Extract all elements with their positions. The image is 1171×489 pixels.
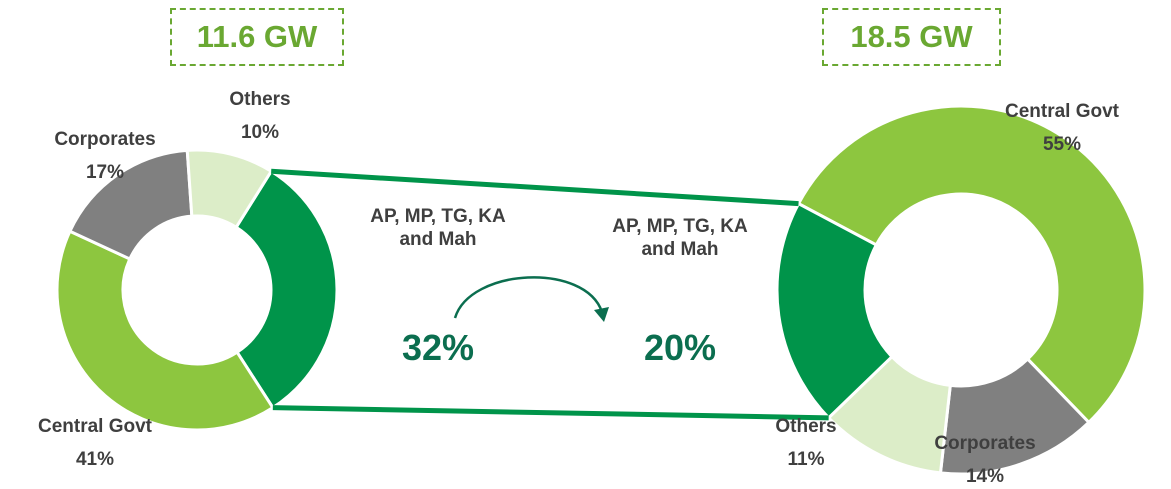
segment-name: Others	[229, 89, 291, 110]
segment-name: Central Govt	[1004, 101, 1120, 122]
connector	[271, 168, 799, 207]
segment-value: 10%	[240, 122, 280, 143]
arrow-head	[594, 307, 609, 322]
segment-name: Corporates	[54, 129, 156, 150]
segment-name: Others	[775, 416, 837, 437]
segment-name: Corporates	[934, 433, 1036, 454]
segment-value: 11%	[787, 449, 825, 470]
donut-segment	[234, 169, 339, 410]
segment-name: AP, MP, TG, KA and Mah	[370, 206, 506, 250]
segment-value: 17%	[85, 162, 125, 183]
segment-name: AP, MP, TG, KA and Mah	[612, 216, 748, 260]
segment-value: 41%	[75, 449, 115, 470]
segment-name: Central Govt	[37, 416, 153, 437]
segment-value: 32%	[401, 327, 475, 368]
segment-value: 55%	[1042, 134, 1082, 155]
segment-value: 20%	[643, 327, 717, 368]
arrow	[453, 276, 604, 319]
segment-value: 14%	[965, 466, 1005, 487]
donut-segment	[775, 201, 895, 420]
chart-title: 18.5 GW	[822, 8, 1001, 66]
connector	[272, 405, 829, 421]
chart-title: 11.6 GW	[170, 8, 344, 66]
donut-segment	[796, 104, 1147, 425]
donut-segment	[55, 229, 275, 432]
